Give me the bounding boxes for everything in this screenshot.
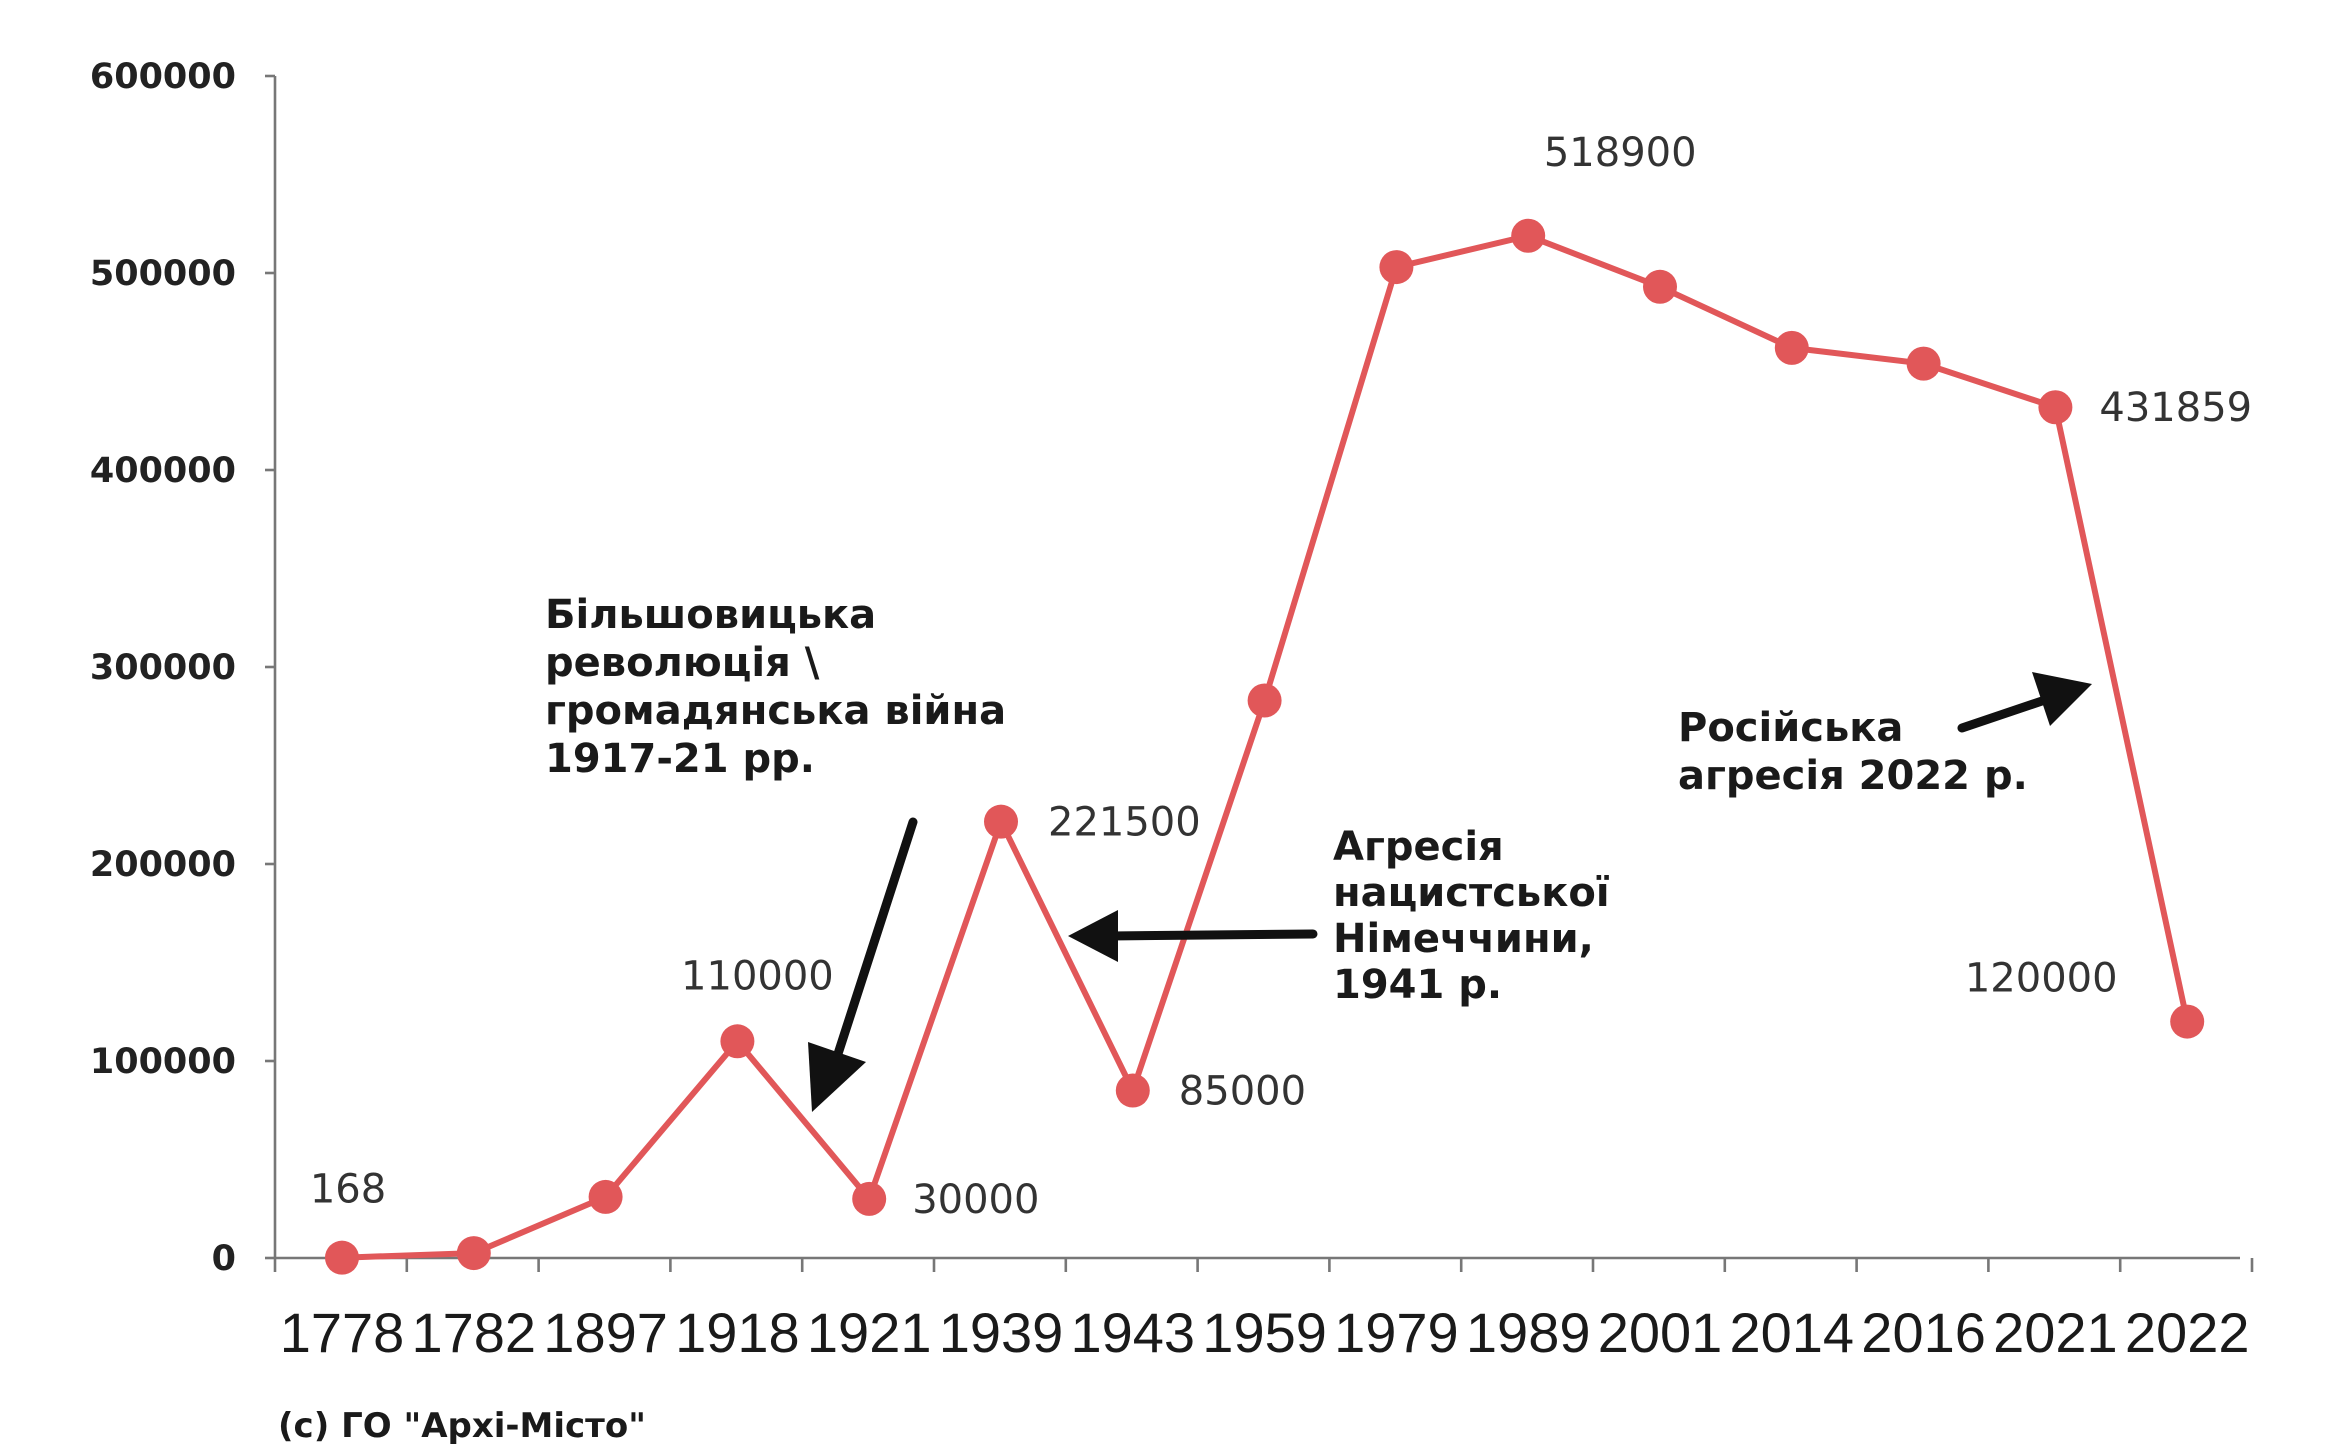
annotation-line: 1917-21 рр. xyxy=(545,736,815,782)
data-points xyxy=(325,218,2205,1275)
annotation-russia-text: Російська агресія 2022 р. xyxy=(1678,705,2028,799)
annotation-revolution-text: Більшовицька революція \ громадянська ві… xyxy=(545,592,1020,782)
data-point xyxy=(1115,1073,1150,1108)
annotation-line: революція \ xyxy=(545,640,820,686)
y-tick-label: 0 xyxy=(212,1239,236,1279)
data-point xyxy=(325,1240,359,1275)
x-tick-label: 1979 xyxy=(1334,1301,1459,1364)
data-label: 168 xyxy=(310,1167,386,1213)
x-tick-label: 2021 xyxy=(1993,1301,2118,1364)
annotation-nazi-text: Агресія нацистської Німеччини, 1941 р. xyxy=(1333,824,1623,1008)
x-tick-label: 2001 xyxy=(1598,1301,1723,1364)
annotation-nazi-aggression: Агресія нацистської Німеччини, 1941 р. xyxy=(1068,824,1623,1008)
arrow-revolution-shaft xyxy=(831,817,918,1065)
y-tick-label: 300000 xyxy=(90,648,236,688)
arrow-nazi-shaft xyxy=(1105,929,1318,941)
data-point xyxy=(2170,1004,2205,1039)
data-point xyxy=(456,1236,491,1271)
annotation-line: нацистської xyxy=(1333,870,1610,916)
x-tick-label: 1918 xyxy=(675,1301,800,1364)
x-tick-label: 1778 xyxy=(280,1301,405,1364)
data-point xyxy=(1247,683,1282,718)
y-axis-ticks: 0 100000 200000 300000 400000 500000 600000 xyxy=(90,57,275,1279)
source-credit: (c) ГО "Архі-Місто" xyxy=(278,1406,646,1445)
data-label: 120000 xyxy=(1965,956,2118,1002)
x-tick-label: 1989 xyxy=(1466,1301,1591,1364)
y-tick-label: 400000 xyxy=(90,451,236,491)
y-tick-label: 200000 xyxy=(90,845,236,885)
x-axis-ticks: 1778 1782 1897 1918 1921 1939 1943 1959 1979 1989… xyxy=(273,1258,2254,1364)
data-point xyxy=(1643,269,1677,304)
x-tick-label: 2022 xyxy=(2125,1301,2250,1364)
data-label: 518900 xyxy=(1544,130,1697,176)
arrow-russia-shaft xyxy=(1957,695,2050,733)
arrow-nazi-head xyxy=(1068,910,1118,962)
y-tick-label: 600000 xyxy=(90,57,236,97)
data-point xyxy=(2038,390,2073,425)
annotations: Більшовицька революція \ громадянська ві… xyxy=(545,592,2092,1112)
data-point xyxy=(1379,250,1414,285)
y-tick-label: 100000 xyxy=(90,1042,236,1082)
x-tick-label: 1939 xyxy=(939,1301,1064,1364)
x-tick-label: 1943 xyxy=(1071,1301,1196,1364)
data-point xyxy=(1774,330,1809,365)
x-tick-label: 2016 xyxy=(1861,1301,1986,1364)
x-tick-label: 1921 xyxy=(807,1301,932,1364)
annotation-line: 1941 р. xyxy=(1333,962,1502,1008)
data-label: 30000 xyxy=(912,1177,1039,1223)
data-label: 431859 xyxy=(2099,385,2252,431)
data-point xyxy=(1511,218,1546,253)
x-tick-label: 2014 xyxy=(1730,1301,1855,1364)
x-tick-label: 1897 xyxy=(543,1301,668,1364)
arrow-russia-head xyxy=(2032,672,2092,726)
data-point xyxy=(588,1179,623,1214)
annotation-line: громадянська війна xyxy=(545,688,1006,734)
annotation-line: Німеччини, xyxy=(1333,916,1594,962)
annotation-line: Російська xyxy=(1678,705,1903,751)
data-point xyxy=(984,804,1018,839)
x-tick-label: 1782 xyxy=(412,1301,537,1364)
annotation-line: Агресія xyxy=(1333,824,1504,870)
data-label: 221500 xyxy=(1048,800,1201,846)
data-labels: 168 110000 30000 221500 85000 518900 431859 120… xyxy=(310,130,2252,1223)
data-point xyxy=(1906,346,1941,381)
data-label: 110000 xyxy=(681,953,834,999)
y-tick-label: 500000 xyxy=(90,254,236,294)
data-point xyxy=(852,1181,887,1216)
annotation-line: Більшовицька xyxy=(545,592,876,638)
annotation-revolution: Більшовицька революція \ громадянська ві… xyxy=(545,592,1020,1112)
arrow-revolution-head xyxy=(808,1042,866,1112)
annotation-line: агресія 2022 р. xyxy=(1678,753,2028,799)
data-point xyxy=(720,1024,755,1059)
x-tick-label: 1959 xyxy=(1202,1301,1327,1364)
annotation-russian-aggression: Російська агресія 2022 р. xyxy=(1678,672,2092,799)
data-label: 85000 xyxy=(1179,1069,1306,1115)
